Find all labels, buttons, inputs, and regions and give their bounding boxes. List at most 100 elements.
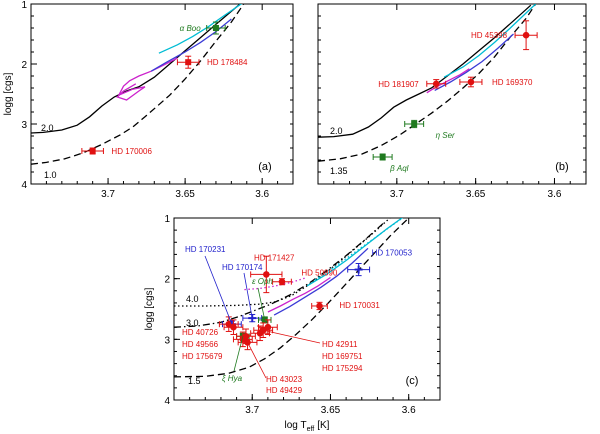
panel-a-ytick-label-1: 2	[21, 60, 27, 71]
panel-b-point-marker-3	[411, 121, 418, 127]
panel-a-point-label-1: HD 178484	[207, 58, 248, 67]
panel-c-point-label-15: HD 175294	[322, 364, 363, 373]
panel-b-label: (b)	[555, 161, 568, 173]
panel-c-xlabel: log Teff [K]	[285, 420, 330, 433]
panel-a-track-2	[158, 4, 243, 54]
panel-c-point-5	[311, 301, 328, 311]
panel-c-point-12	[232, 331, 253, 348]
panel-c-point-label-6: ε Oph	[252, 277, 273, 286]
panel-a-points	[81, 21, 226, 155]
panel-b-point-marker-4	[379, 154, 386, 160]
panel-b-point-label-3: η Ser	[436, 131, 455, 140]
panel-b-annotations: 2.0 1.35 HD 45398 HD 181907 HD 169370 η Ser β …	[330, 31, 533, 176]
panel-c-point-1	[272, 278, 292, 286]
panel-b-point-2	[459, 76, 483, 88]
panel-c-point-label-8: HD 40726	[182, 328, 219, 337]
panel-b-frame	[317, 3, 587, 185]
panel-a-point-0	[206, 21, 226, 35]
panel-c-point-label-7: ξ Hya	[222, 374, 243, 383]
panel-a-xtick-label-2: 3.6	[255, 189, 269, 200]
panel-a-xtick-label-1: 3.65	[175, 189, 195, 200]
panel-b-xtick-label-0: 3.7	[390, 189, 404, 200]
panel-a-track-3	[116, 57, 178, 101]
panel-c-point-label-14: HD 169751	[322, 352, 363, 361]
panel-b-point-1	[426, 79, 447, 89]
panel-a-track-1	[31, 4, 245, 165]
panel-c-point-label-1: HD 50890	[301, 269, 338, 278]
panel-a-ylabel: logg [cgs]	[3, 72, 14, 115]
panel-c-point-label-5: HD 170031	[339, 301, 380, 310]
panel-b-point-marker-2	[467, 78, 475, 86]
panel-c-point-label-3: HD 170231	[185, 245, 226, 254]
panel-b-point-label-4: β Aql	[389, 164, 409, 173]
panel-b-points	[372, 20, 538, 161]
panel-c-point-leader-7	[233, 336, 244, 372]
panel-a-point-2	[81, 147, 104, 155]
panel-c: logg [cgs] (c) log Teff [K] 3.7 3.65 3.6123…	[144, 214, 441, 433]
panel-b-track-label-1: 1.35	[330, 166, 348, 176]
panel-c-point-label-11: HD 43023	[266, 375, 303, 384]
panel-b-track-1	[318, 4, 537, 162]
panel-c-xlabel-unit: [K]	[317, 420, 329, 431]
panel-c-point-9	[223, 319, 244, 335]
panel-c-point-14	[257, 319, 278, 335]
panel-b-point-4	[372, 153, 393, 161]
panel-a-point-marker-1	[185, 59, 192, 66]
panel-a-label: (a)	[258, 161, 271, 173]
panel-a-point-label-2: HD 170006	[111, 147, 152, 156]
panel-b-ticks: 3.7 3.65 3.6	[317, 3, 587, 200]
panel-c-point-marker-14	[264, 323, 272, 331]
panel-c-point-marker-8	[225, 320, 233, 328]
panel-c-xlabel-main: log T	[285, 420, 307, 431]
panel-b-point-label-1: HD 181907	[378, 80, 419, 89]
panel-a-ytick-label-3: 4	[21, 180, 27, 191]
panel-c-track-label-2: 1.5	[188, 376, 201, 386]
panel-c-point-label-10: HD 175679	[182, 352, 223, 361]
panel-a-point-marker-0	[212, 25, 219, 31]
panel-c-point-0	[250, 255, 283, 294]
panel-c-track-6	[244, 276, 308, 291]
panel-c-point-leader-11	[247, 342, 267, 379]
panel-c-point-leader-13	[263, 329, 321, 344]
panel-a-point-1	[176, 55, 200, 69]
panel-c-point-label-0: HD 171427	[254, 253, 295, 262]
panel-a-ticks: 3.7 3.65 3.6 1 2 3 4	[21, 0, 294, 200]
panel-b-track-3	[426, 68, 470, 94]
panel-b-track-0	[318, 4, 532, 138]
panel-c-point-marker-5	[316, 302, 323, 310]
panel-c-point-marker-12	[239, 336, 247, 343]
panel-b-tracks	[318, 4, 537, 162]
panel-b-track-2	[443, 4, 537, 78]
panel-c-point-2	[347, 263, 371, 277]
panel-c-point-label-4: HD 170174	[222, 263, 263, 272]
panel-c-point-8	[218, 316, 239, 332]
panel-b-xtick-label-2: 3.6	[548, 189, 562, 200]
panel-b-point-marker-0	[522, 31, 530, 39]
panel-a-point-label-0: α Boo	[180, 24, 202, 33]
panel-c-ytick-label-1: 2	[164, 275, 170, 286]
panel-c-point-leader-6	[257, 287, 266, 321]
panel-b-point-0	[514, 20, 538, 51]
panel-c-ytick-label-0: 1	[164, 214, 170, 225]
panel-c-ticks: 3.7 3.65 3.6 1 2 3 4	[164, 214, 441, 416]
panel-a-ytick-label-0: 1	[21, 0, 27, 11]
panel-c-point-marker-0	[263, 271, 270, 278]
panel-c-point-marker-15	[256, 329, 264, 337]
panel-c-point-label-9: HD 49566	[182, 340, 219, 349]
panel-c-points	[218, 255, 371, 351]
panel-a-tracks	[31, 4, 245, 165]
panel-c-point-label-12: HD 49429	[266, 386, 303, 395]
panel-b-track-label-0: 2.0	[330, 126, 343, 136]
panel-c-ytick-label-3: 4	[164, 396, 170, 407]
panel-a-track-label-1: 1.0	[44, 170, 57, 180]
panel-c-track-label-1: 3.0	[186, 318, 199, 328]
panel-c-point-15	[250, 325, 270, 342]
panel-c-ytick-label-2: 3	[164, 335, 170, 346]
panel-b: (b) 3.7 3.65 3.6 2.0 1.35 HD 45398 HD 181907 H…	[317, 3, 587, 200]
panel-a-point-marker-2	[89, 148, 96, 154]
panel-c-xtick-label-1: 3.65	[321, 405, 341, 416]
panel-a-ytick-label-2: 3	[21, 120, 27, 131]
panel-b-point-label-2: HD 169370	[492, 78, 533, 87]
panel-b-track-4	[434, 33, 514, 91]
